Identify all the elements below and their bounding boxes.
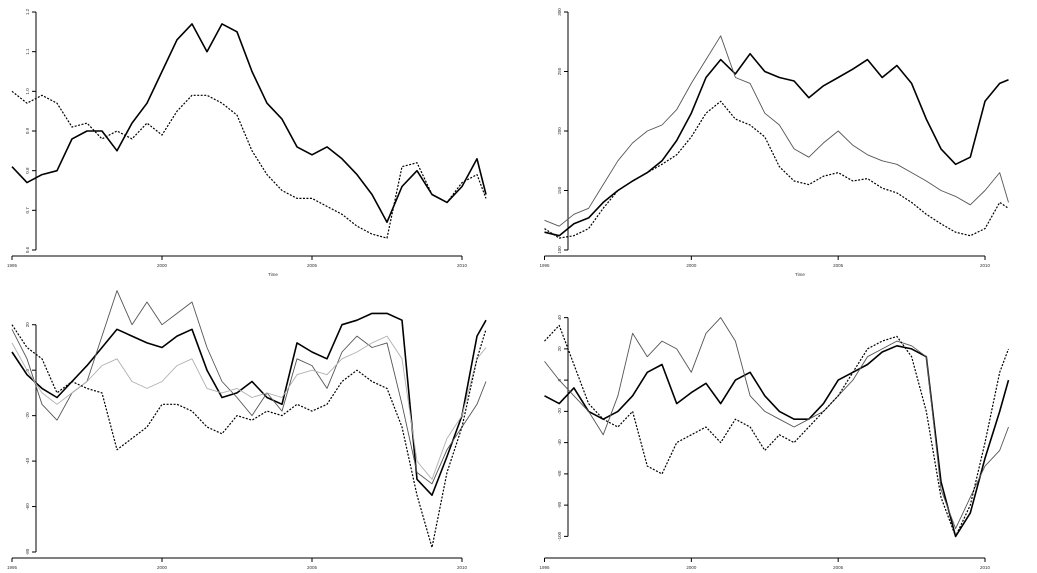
x-tick-label: 2000: [686, 565, 697, 570]
y-tick-label: 0.6: [25, 246, 30, 253]
y-tick-label: 250: [557, 67, 562, 75]
y-tick-label: 20: [25, 322, 30, 328]
x-tick-label: 2000: [686, 263, 697, 268]
x-tick-label: 2010: [457, 565, 468, 570]
y-tick-label: -60: [557, 470, 562, 477]
series-line-2: [544, 317, 1009, 530]
x-tick-label: 1995: [539, 565, 550, 570]
x-tick-label: 2000: [157, 263, 168, 268]
series-line-3: [544, 100, 1009, 239]
x-axis-title: Time: [795, 272, 805, 277]
series-line-2: [544, 35, 1009, 227]
series-line-2: [11, 290, 487, 485]
series-line-4: [11, 324, 487, 549]
y-tick-label: -80: [25, 548, 30, 555]
series-line-3: [544, 324, 1010, 538]
x-tick-label: 2010: [457, 263, 468, 268]
x-tick-label: 2000: [157, 565, 168, 570]
x-tick-label: 2005: [833, 565, 844, 570]
y-tick-label: 0.8: [25, 167, 30, 174]
x-tick-label: 1995: [7, 263, 18, 268]
chart-panel-1: 0.6 0.7 0.8 0.9 1.0 1.1 1.2 1995 2000 2005 2010 Tim…: [7, 8, 487, 277]
y-tick-label: -40: [557, 439, 562, 446]
y-tick-label: 150: [557, 186, 562, 194]
y-tick-label: -60: [25, 503, 30, 510]
x-tick-label: 2005: [307, 565, 318, 570]
x-tick-label: 1995: [539, 263, 550, 268]
series-line-3: [11, 335, 487, 480]
x-tick-label: 2010: [980, 565, 991, 570]
series-line-2: [11, 90, 487, 239]
y-tick-label: -40: [25, 457, 30, 464]
y-tick-label: 0.7: [25, 207, 30, 214]
y-tick-label: 20: [557, 346, 562, 352]
x-tick-label: 2005: [833, 263, 844, 268]
x-tick-label: 2010: [980, 263, 991, 268]
y-tick-label: 1.0: [25, 88, 30, 95]
series-line-1: [544, 344, 1010, 538]
series-line-1: [11, 312, 487, 497]
x-axis-title: Time: [268, 272, 278, 277]
chart-panel-3: -80 -60 -40 -20 0 20 1995 2000 2005 2010: [7, 290, 487, 570]
y-tick-label: 0.9: [25, 127, 30, 134]
y-tick-label: 300: [557, 8, 562, 16]
y-tick-label: 1.2: [25, 8, 30, 15]
y-tick-label: 100: [557, 246, 562, 254]
y-tick-label: -100: [557, 531, 562, 541]
series-line-1: [11, 23, 487, 223]
chart-panel-2: 100 150 200 250 300 1995 2000 2005 2010 Time: [539, 8, 1009, 277]
y-tick-label: -80: [557, 501, 562, 508]
y-tick-label: 40: [557, 315, 562, 321]
y-tick-label: 200: [557, 127, 562, 135]
y-tick-label: 0: [25, 368, 30, 371]
x-tick-label: 1995: [7, 565, 18, 570]
series-line-1: [544, 52, 1009, 237]
y-tick-label: 1.1: [25, 48, 30, 55]
y-tick-label: -20: [25, 412, 30, 419]
x-tick-label: 2005: [307, 263, 318, 268]
y-tick-label: -20: [557, 408, 562, 415]
